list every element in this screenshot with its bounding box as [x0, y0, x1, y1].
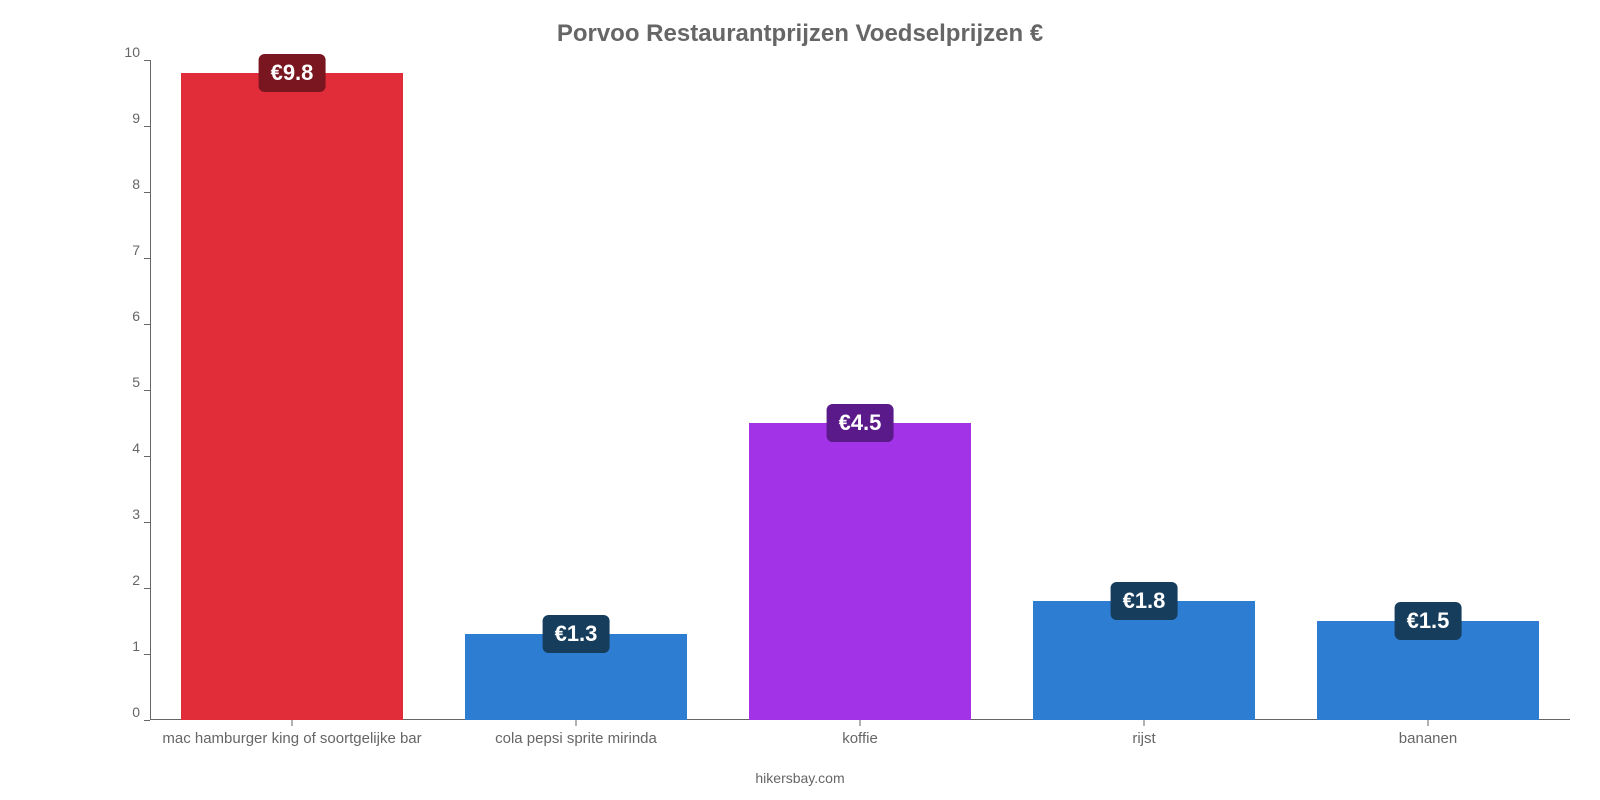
y-tick-label: 1: [132, 638, 150, 654]
x-tick-label: bananen: [1399, 720, 1457, 747]
bars-layer: mac hamburger king of soortgelijke bar€9…: [150, 60, 1570, 720]
chart-title: Porvoo Restaurantprijzen Voedselprijzen …: [0, 20, 1600, 48]
y-tick-label: 10: [124, 44, 150, 60]
x-tick-label: mac hamburger king of soortgelijke bar: [162, 720, 421, 747]
value-badge: €9.8: [259, 54, 326, 92]
y-tick-label: 9: [132, 110, 150, 126]
y-tick-label: 3: [132, 506, 150, 522]
value-badge: €1.3: [543, 615, 610, 653]
x-tick-label: rijst: [1132, 720, 1155, 747]
y-tick-label: 5: [132, 374, 150, 390]
value-badge: €1.8: [1111, 582, 1178, 620]
x-tick-label: koffie: [842, 720, 878, 747]
y-tick-label: 6: [132, 308, 150, 324]
value-badge: €1.5: [1395, 602, 1462, 640]
x-tick-label: cola pepsi sprite mirinda: [495, 720, 657, 747]
value-badge: €4.5: [827, 404, 894, 442]
bar: [749, 423, 971, 720]
price-bar-chart: Porvoo Restaurantprijzen Voedselprijzen …: [0, 0, 1600, 800]
y-tick-label: 8: [132, 176, 150, 192]
y-tick-label: 7: [132, 242, 150, 258]
y-tick-label: 2: [132, 572, 150, 588]
attribution-text: hikersbay.com: [0, 770, 1600, 786]
y-tick-label: 4: [132, 440, 150, 456]
y-tick-label: 0: [132, 704, 150, 720]
bar: [181, 73, 403, 720]
plot-area: 012345678910 mac hamburger king of soort…: [150, 60, 1570, 720]
